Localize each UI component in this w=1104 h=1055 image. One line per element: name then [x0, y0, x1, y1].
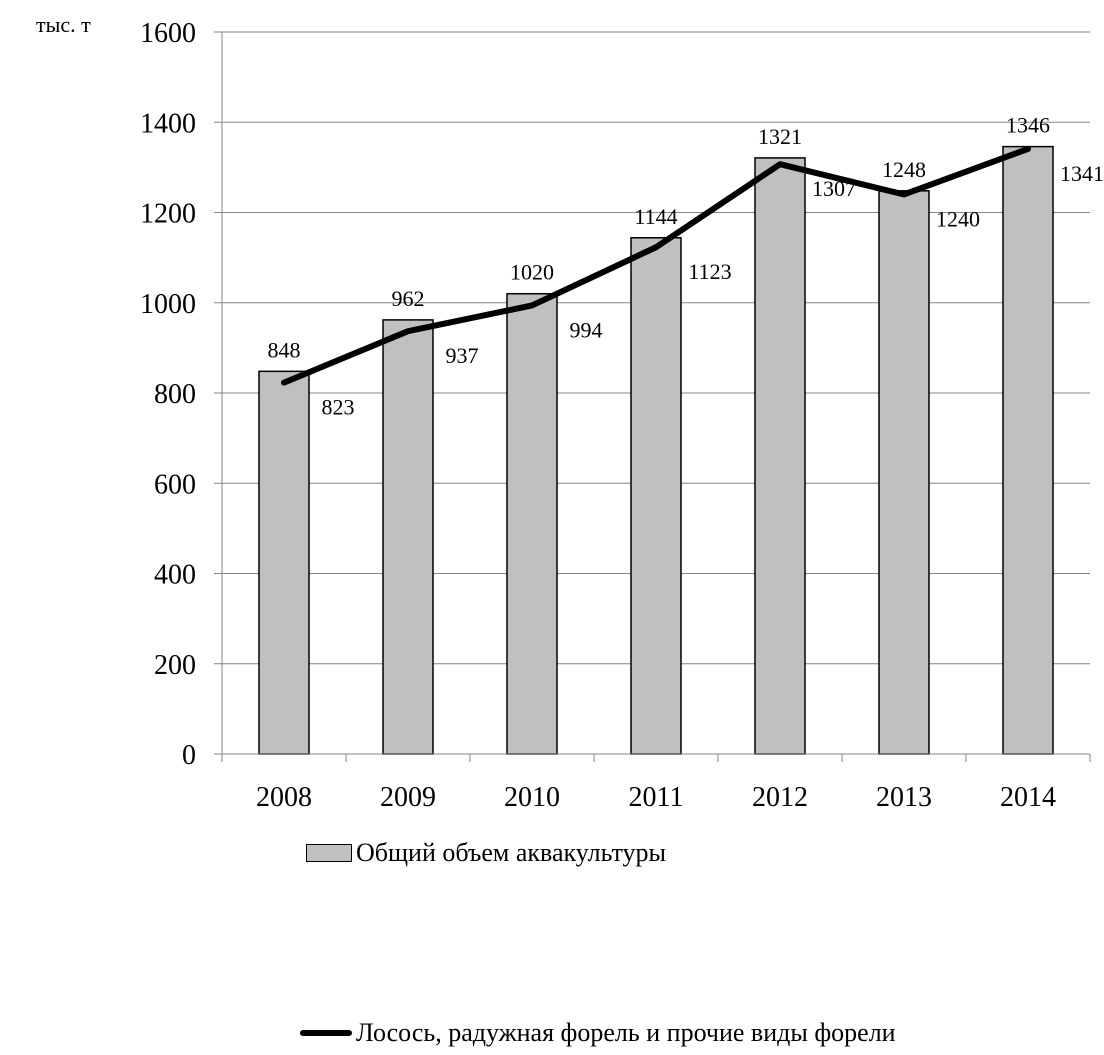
line-data-label: 1240	[936, 206, 980, 231]
y-tick-label: 800	[154, 379, 196, 410]
bar-data-label: 848	[268, 337, 301, 362]
axes: 0 200 400 600 800 1000 1200 1400 1600 2008 2009 201…	[140, 18, 1091, 813]
bar-data-label: 1321	[758, 124, 802, 149]
x-tick-label: 2008	[256, 782, 312, 813]
y-tick-label: 1000	[140, 289, 196, 320]
x-tick-label: 2009	[380, 782, 436, 813]
y-tick-label: 1400	[140, 108, 196, 139]
bar-series	[258, 145, 1054, 755]
bar	[878, 190, 930, 755]
bar	[754, 157, 806, 755]
line-data-label: 823	[322, 395, 355, 420]
bar-data-label: 1346	[1006, 113, 1050, 138]
bar	[258, 370, 310, 755]
line-data-label: 994	[570, 317, 603, 342]
x-tick-label: 2013	[876, 782, 932, 813]
line-data-label: 937	[446, 343, 479, 368]
bar	[630, 237, 682, 755]
line-series	[281, 145, 1031, 386]
legend-line-label: Лосось, радужная форель и прочие виды фо…	[356, 1018, 896, 1047]
y-tick-label: 1200	[140, 199, 196, 230]
y-tick-label: 200	[154, 650, 196, 681]
legend-item-line: Лосось, радужная форель и прочие виды фо…	[300, 1018, 896, 1048]
line-data-label: 1123	[688, 259, 731, 284]
y-tick-label: 1600	[140, 18, 196, 49]
y-tick-label: 400	[154, 560, 196, 591]
bar-data-label: 962	[392, 286, 425, 311]
legend-item-bars: Общий объем аквакультуры	[306, 838, 666, 868]
data-labels: 848 962 1020 1144 1321 1248 1346 823 937 994 1123 1…	[268, 113, 1104, 420]
bar	[506, 292, 558, 755]
x-tick-label: 2011	[629, 782, 684, 813]
bar	[1002, 145, 1054, 755]
line-path	[281, 145, 1031, 386]
x-tick-label: 2012	[752, 782, 808, 813]
bar	[382, 319, 434, 755]
bar-data-label: 1248	[882, 157, 926, 182]
legend-bar-swatch	[306, 844, 352, 862]
y-tick-label: 600	[154, 469, 196, 500]
bar-data-label: 1144	[634, 204, 677, 229]
line-data-label: 1341	[1060, 161, 1104, 186]
y-axis-label: тыс. т	[36, 12, 91, 37]
line-data-label: 1307	[812, 176, 856, 201]
legend-line-swatch	[300, 1030, 352, 1036]
legend-bar-label: Общий объем аквакультуры	[356, 838, 666, 867]
x-tick-label: 2010	[504, 782, 560, 813]
bar-data-label: 1020	[510, 260, 554, 285]
y-tick-label: 0	[182, 740, 196, 771]
x-tick-label: 2014	[1000, 782, 1056, 813]
